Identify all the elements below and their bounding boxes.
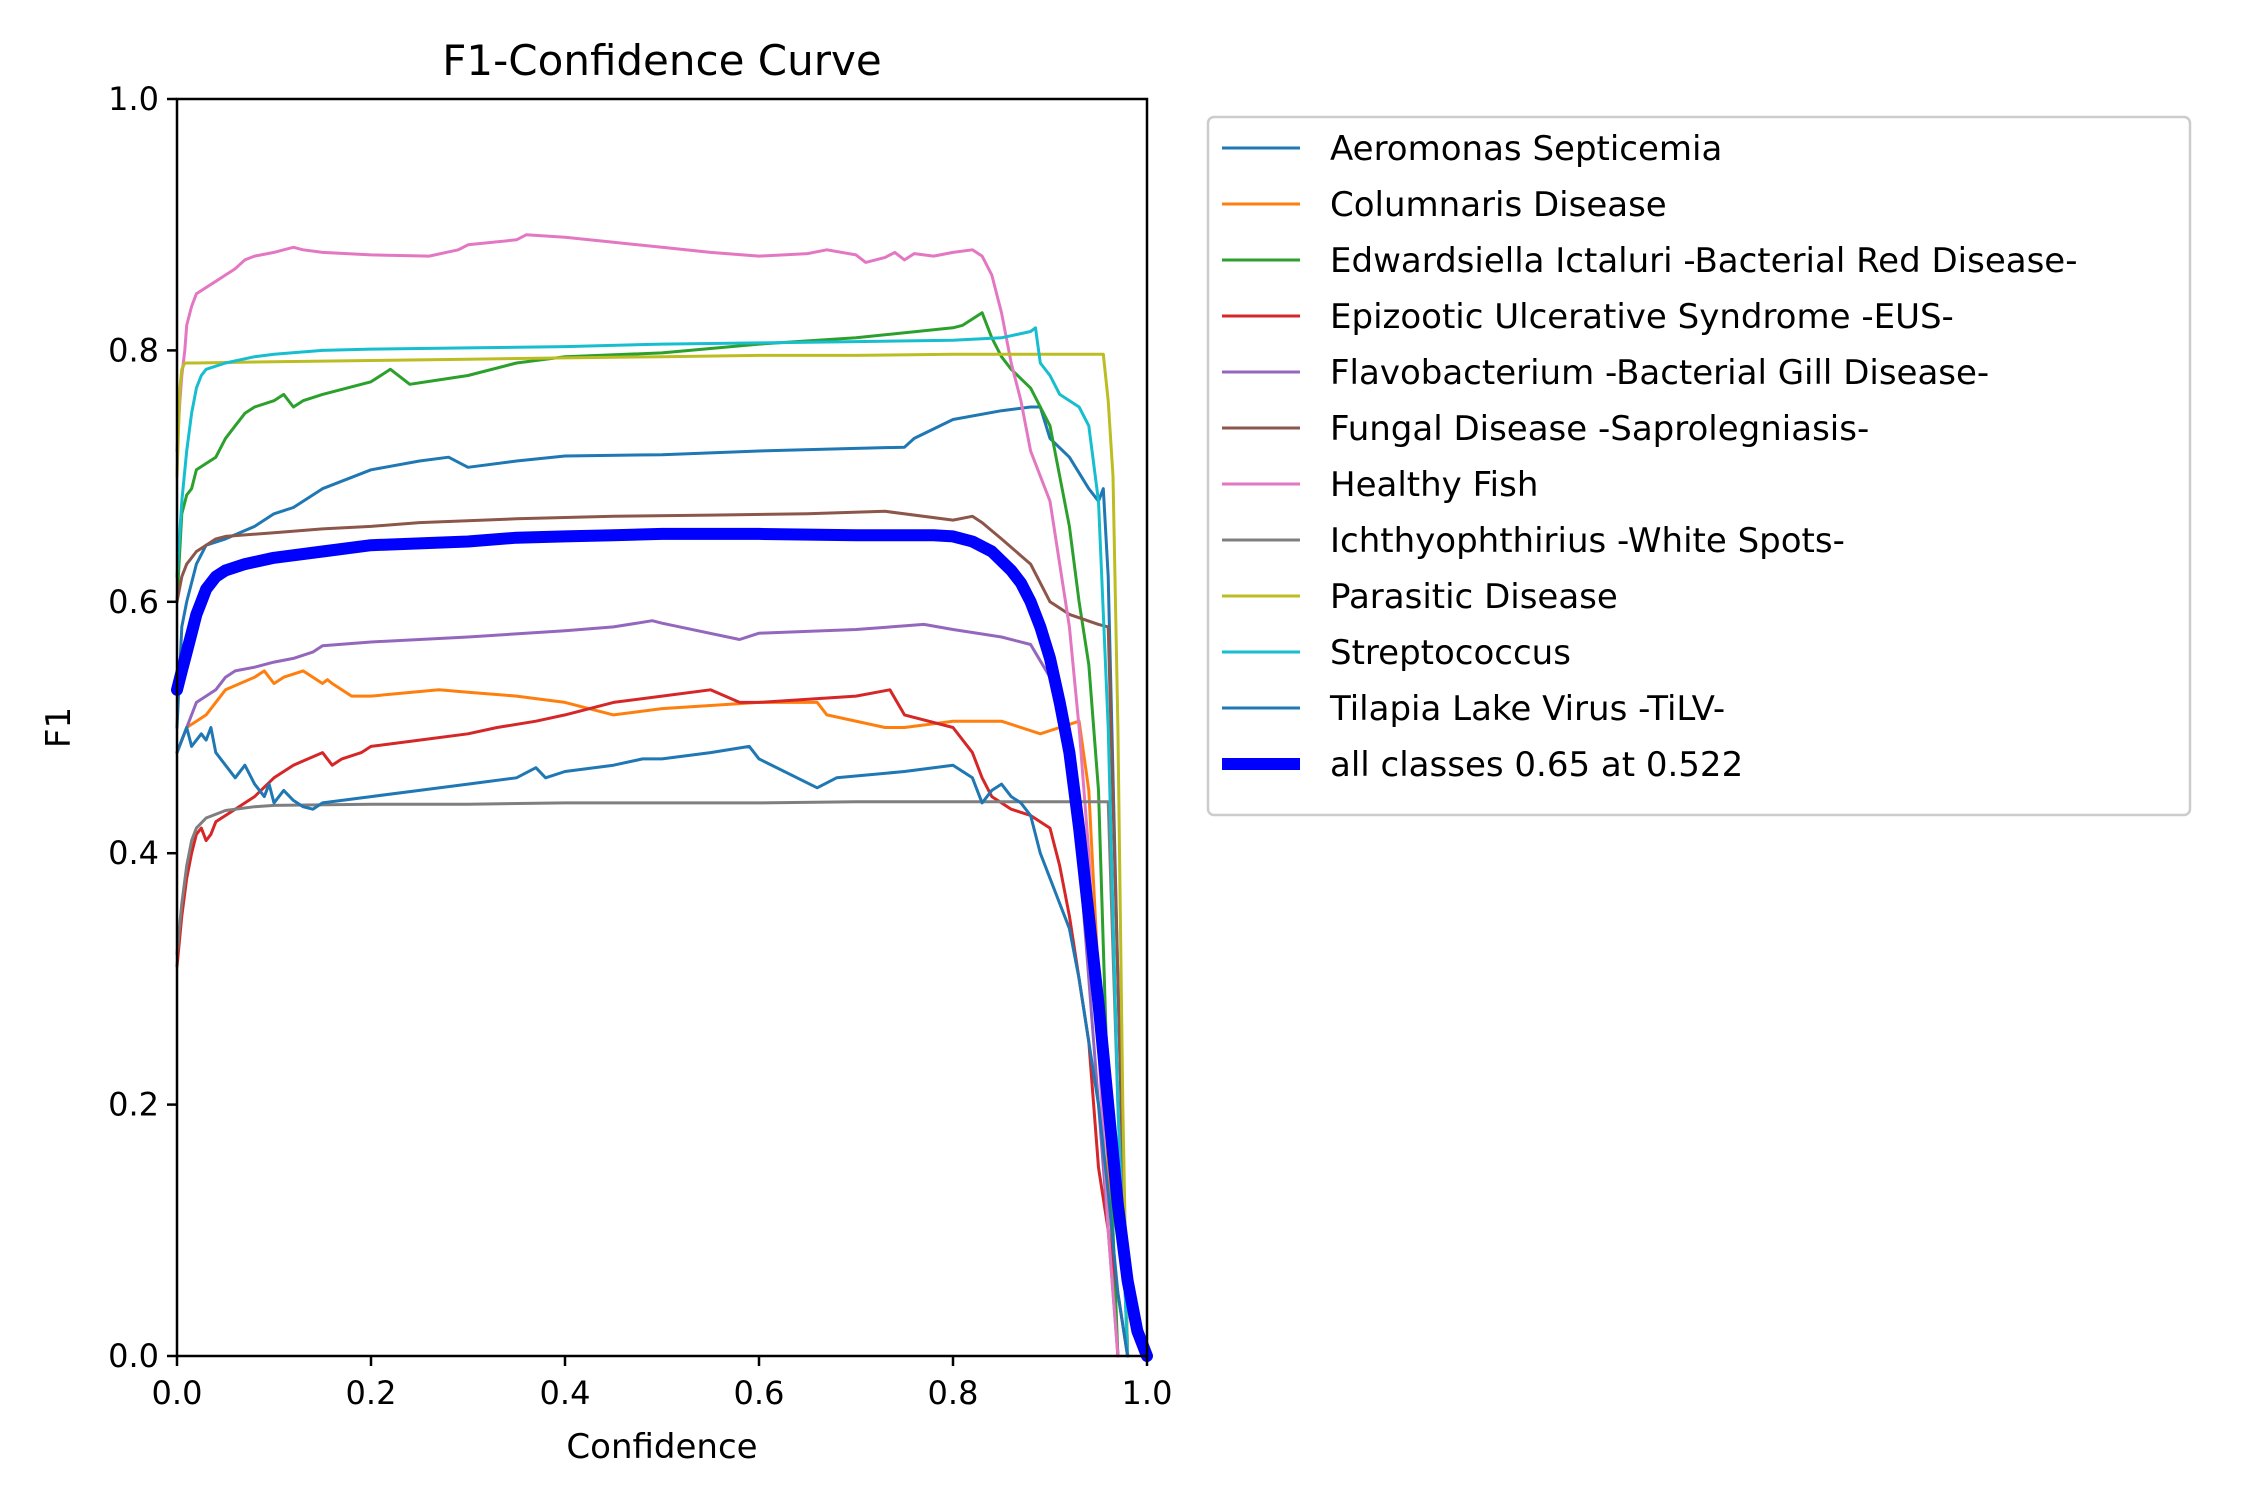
x-tick-label: 0.4 (540, 1374, 591, 1412)
legend-label: Ichthyophthirius -White Spots- (1330, 521, 1845, 561)
y-tick-label: 0.4 (108, 834, 159, 872)
y-tick-label: 0.2 (108, 1086, 159, 1124)
legend-label: Edwardsiella Ictaluri -Bacterial Red Dis… (1330, 241, 2077, 281)
series-line-3 (175, 688, 1130, 1358)
legend-label: Columnaris Disease (1330, 185, 1667, 225)
series-line-6 (175, 233, 1120, 1358)
legend-label: Tilapia Lake Virus -TiLV- (1329, 689, 1725, 729)
series-line-10 (175, 726, 1130, 1358)
x-axis-label: Confidence (566, 1427, 757, 1467)
y-axis-label: F1 (39, 707, 79, 748)
y-tick-label: 0.6 (108, 583, 159, 621)
series-line-5 (175, 509, 1130, 1358)
x-tick-label: 0.6 (734, 1374, 785, 1412)
legend-label: Healthy Fish (1330, 465, 1538, 505)
y-tick-label: 0.8 (108, 331, 159, 369)
legend-label: Streptococcus (1330, 633, 1571, 673)
legend-label: Parasitic Disease (1330, 577, 1618, 617)
x-tick-label: 0.0 (152, 1374, 203, 1412)
series-line-8 (175, 352, 1130, 1358)
plot-lines (171, 233, 1153, 1362)
y-tick-label: 0.0 (108, 1337, 159, 1375)
series-line-11 (171, 527, 1153, 1362)
plot-frame (175, 97, 1149, 1358)
legend-label: Flavobacterium -Bacterial Gill Disease- (1330, 353, 1989, 393)
series-line-1 (175, 669, 1120, 1358)
chart-title: F1-Confidence Curve (442, 36, 881, 85)
legend: Aeromonas Septicemia Columnaris Disease Ed… (1206, 115, 2192, 817)
legend-label: all classes 0.65 at 0.522 (1330, 745, 1743, 785)
series-line-2 (175, 311, 1120, 1358)
series-line-9 (175, 326, 1130, 1358)
legend-label: Epizootic Ulcerative Syndrome -EUS- (1330, 297, 1954, 337)
legend-label: Aeromonas Septicemia (1330, 129, 1722, 169)
legend-box (1206, 115, 2192, 817)
y-tick-label: 1.0 (108, 80, 159, 118)
series-line-4 (175, 619, 1120, 1358)
x-tick-label: 0.8 (928, 1374, 979, 1412)
x-tick-label: 0.2 (346, 1374, 397, 1412)
legend-label: Fungal Disease -Saprolegniasis- (1330, 409, 1869, 449)
series-line-7 (175, 800, 1130, 1358)
x-tick-label: 1.0 (1122, 1374, 1173, 1412)
axis-ticks: 0.0 0.2 0.4 0.6 0.8 1.0 0.0 0.2 0.4 0.6 0.8 1.0 (108, 80, 1172, 1412)
